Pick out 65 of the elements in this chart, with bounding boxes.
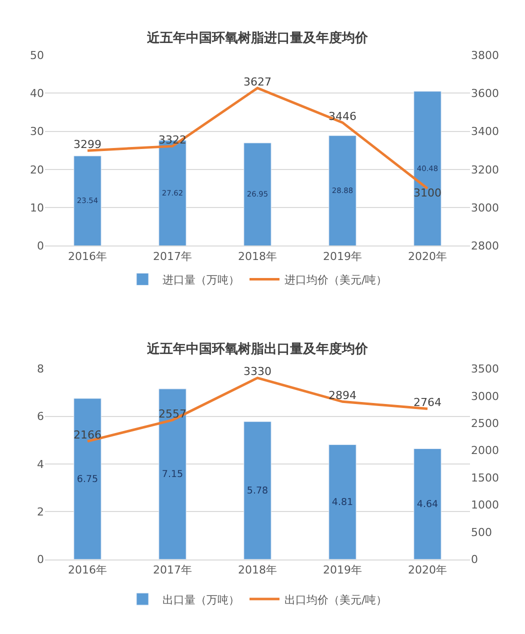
y-tick-label: 6	[37, 410, 44, 424]
y2-tick-label: 3400	[471, 125, 499, 138]
y-tick-label: 30	[30, 125, 44, 138]
data-label: 3446	[328, 110, 356, 123]
x-tick-label: 2019年	[323, 250, 362, 263]
y-tick-label: 2	[37, 506, 44, 519]
bar	[414, 448, 442, 560]
data-label: 2557	[158, 407, 186, 420]
data-label: 2166	[74, 428, 102, 442]
data-label: 3330	[244, 365, 272, 378]
x-tick-label: 2016年	[68, 250, 107, 263]
y2-tick-label: 2500	[471, 416, 499, 430]
y-tick-label: 0	[37, 240, 44, 253]
y-tick-label: 4	[37, 458, 44, 471]
x-tick-label: 2018年	[238, 564, 277, 577]
data-label: 4.81	[332, 497, 354, 508]
bar	[328, 444, 356, 560]
legend-label: 出口均价（美元/吨）	[284, 593, 388, 606]
bar	[244, 142, 272, 246]
data-label: 3322	[158, 133, 186, 146]
bar	[74, 398, 102, 560]
y2-tick-label: 1500	[471, 471, 499, 484]
bar	[74, 156, 102, 246]
y-tick-label: 40	[30, 87, 44, 100]
y2-tick-label: 2000	[471, 444, 499, 458]
data-label: 3627	[244, 75, 272, 88]
x-tick-label: 2019年	[323, 564, 362, 577]
x-tick-label: 2020年	[408, 250, 447, 263]
y2-tick-label: 3800	[471, 48, 499, 62]
y-tick-label: 20	[30, 163, 44, 176]
y2-tick-label: 500	[471, 526, 492, 539]
y2-tick-label: 3600	[471, 87, 499, 100]
x-tick-label: 2017年	[153, 564, 192, 577]
x-tick-label: 2020年	[408, 564, 447, 577]
data-label: 3100	[414, 186, 442, 200]
data-label: 2764	[414, 396, 442, 410]
y2-tick-label: 2800	[471, 240, 499, 253]
bar	[328, 135, 356, 246]
x-tick-label: 2016年	[68, 564, 107, 577]
data-label: 6.75	[76, 474, 98, 485]
y2-tick-label: 1000	[471, 498, 499, 512]
data-label: 2894	[328, 388, 356, 402]
y-tick-label: 8	[37, 362, 44, 376]
y2-tick-label: 3000	[471, 201, 499, 214]
legend-label: 进口量（万吨）	[162, 274, 240, 287]
y-tick-label: 50	[30, 48, 44, 62]
chart-title: 近五年中国环氧树脂进口量及年度均价	[146, 30, 369, 46]
bar	[244, 421, 272, 560]
legend-label: 出口量（万吨）	[162, 593, 240, 606]
y-tick-label: 0	[37, 553, 44, 566]
data-label: 5.78	[246, 485, 268, 496]
data-label: 3299	[74, 138, 102, 151]
y2-tick-label: 3000	[471, 390, 499, 403]
x-tick-label: 2017年	[153, 250, 192, 263]
bar	[414, 91, 442, 246]
y2-tick-label: 3200	[471, 163, 499, 176]
y-tick-label: 10	[30, 201, 44, 214]
x-tick-label: 2018年	[238, 250, 277, 263]
data-label: 4.64	[416, 499, 438, 510]
y2-tick-label: 3500	[471, 362, 499, 376]
bar	[158, 388, 186, 560]
legend-label: 进口均价（美元/吨）	[284, 274, 388, 287]
data-label: 7.15	[162, 469, 184, 480]
chart-title: 近五年中国环氧树脂出口量及年度均价	[146, 341, 369, 357]
y2-tick-label: 0	[471, 553, 478, 566]
